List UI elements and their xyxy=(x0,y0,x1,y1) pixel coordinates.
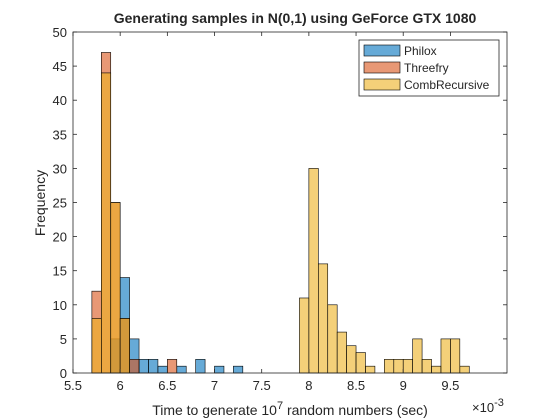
bar-philox-8 xyxy=(214,365,225,374)
chart-title: Generating samples in N(0,1) using GeFor… xyxy=(114,10,477,26)
bar-threefry-4 xyxy=(129,359,140,374)
bar-philox-4 xyxy=(148,359,159,374)
legend-label-combrecursive: CombRecursive xyxy=(404,78,490,92)
bar-philox-9 xyxy=(233,365,244,374)
bar-combrecursive-6 xyxy=(317,263,329,374)
bar-combrecursive-9 xyxy=(346,345,357,374)
bar-combrecursive-19 xyxy=(450,338,461,374)
bar-combrecursive-11 xyxy=(365,365,376,374)
y-tick-label: 5 xyxy=(60,332,67,347)
bar-combrecursive-20 xyxy=(459,365,470,374)
legend-label-philox: Philox xyxy=(404,44,437,58)
legend-swatch-philox xyxy=(363,44,401,57)
y-tick-label: 35 xyxy=(53,127,67,142)
tick-labels-layer: 5.5 6 6.5 7 7.5 8 8.5 9 9.5 0 5 10 15 20 25 30 35 40 45 50 xyxy=(53,25,460,393)
bar-threefry-5 xyxy=(167,359,178,374)
legend-label-threefry: Threefry xyxy=(404,61,449,75)
x-tick-label: 7 xyxy=(211,378,218,393)
x-axis-label-superscript: 7 xyxy=(277,400,283,412)
x-axis-exponent-base: ×10 xyxy=(472,400,494,415)
x-axis-exponent-power: -3 xyxy=(494,397,504,409)
axes-layer xyxy=(72,31,508,374)
bar-combrecursive-13 xyxy=(393,359,404,374)
bar-combrecursive-10 xyxy=(355,352,366,374)
bar-combrecursive-7 xyxy=(327,304,338,374)
x-axis-label-suffix: random numbers (sec) xyxy=(283,402,428,418)
y-tick-label: 25 xyxy=(53,196,67,211)
bar-combrecursive-2 xyxy=(110,202,121,374)
bars-layer xyxy=(91,52,470,374)
y-tick-label: 45 xyxy=(53,59,67,74)
x-tick-label: 8 xyxy=(305,378,312,393)
x-tick-label: 5.5 xyxy=(64,378,82,393)
y-tick-label: 30 xyxy=(53,161,67,176)
y-axis-label: Frequency xyxy=(32,170,48,236)
x-tick-label: 7.5 xyxy=(253,378,271,393)
bar-combrecursive-14 xyxy=(402,359,413,374)
x-axis-label-prefix: Time to generate 10 xyxy=(152,402,277,418)
legend-swatch-combrecursive xyxy=(363,78,401,91)
bar-philox-6 xyxy=(176,365,187,374)
bar-philox-7 xyxy=(195,359,206,374)
bar-combrecursive-12 xyxy=(384,359,395,374)
bar-combrecursive-8 xyxy=(336,331,347,374)
bar-combrecursive-3 xyxy=(119,318,130,374)
bar-combrecursive-0 xyxy=(91,318,102,374)
x-axis-exponent: ×10-3 xyxy=(472,397,504,415)
y-tick-label: 50 xyxy=(53,25,67,40)
bar-combrecursive-15 xyxy=(412,338,423,374)
y-tick-label: 10 xyxy=(53,298,67,313)
bar-combrecursive-18 xyxy=(440,338,451,374)
bar-philox-5 xyxy=(157,365,168,374)
y-tick-label: 20 xyxy=(53,230,67,245)
x-tick-label: 9.5 xyxy=(441,378,459,393)
x-tick-label: 6 xyxy=(117,378,124,393)
y-tick-label: 0 xyxy=(60,366,67,381)
bar-combrecursive-1 xyxy=(101,72,112,374)
bar-combrecursive-4 xyxy=(299,297,310,374)
x-axis-label: Time to generate 107 random numbers (sec… xyxy=(152,400,428,418)
legend-swatch-threefry xyxy=(363,61,401,74)
y-tick-label: 40 xyxy=(53,93,67,108)
x-tick-label: 8.5 xyxy=(347,378,365,393)
bar-combrecursive-17 xyxy=(431,365,442,374)
legend: Philox Threefry CombRecursive xyxy=(358,39,500,97)
x-tick-label: 6.5 xyxy=(158,378,176,393)
bar-combrecursive-16 xyxy=(421,359,432,374)
y-tick-label: 15 xyxy=(53,264,67,279)
bar-philox-3 xyxy=(138,359,149,374)
x-tick-label: 9 xyxy=(400,378,407,393)
bar-combrecursive-5 xyxy=(308,168,319,374)
